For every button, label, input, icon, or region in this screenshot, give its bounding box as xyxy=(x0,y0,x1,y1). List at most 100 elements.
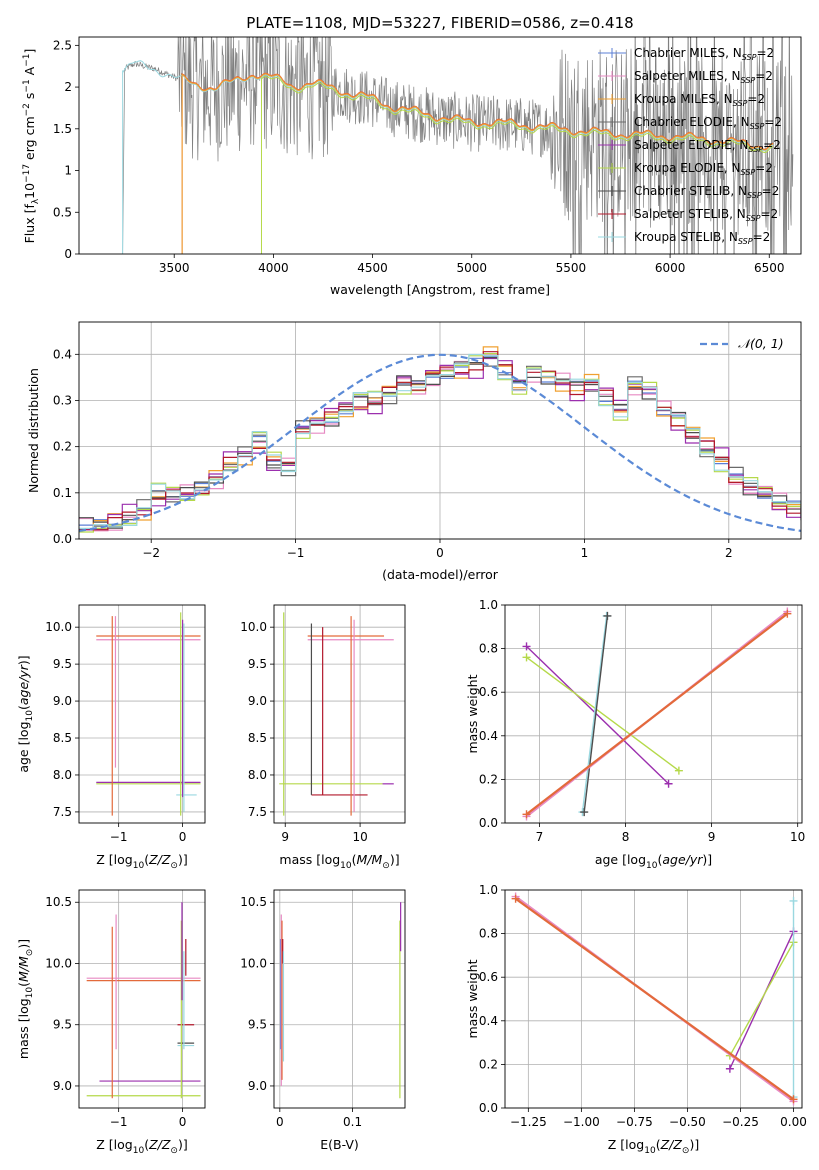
panel-z_mass: −1 0 9.0 9.5 10.0 10.5 xyxy=(45,889,206,1129)
weight-marker xyxy=(725,1064,734,1073)
panel-z_age: −1 0 7.5 8.0 8.5 9.0 9.5 10.0 xyxy=(45,604,206,844)
weight-line-salpeter-elodie xyxy=(526,645,670,785)
y-tick-label: 1.0 xyxy=(479,883,498,897)
model-stelib xyxy=(122,60,774,254)
y-tick-label: 0.2 xyxy=(479,1057,498,1071)
grid-mass_age xyxy=(274,605,405,823)
y-axis-label: mass weight xyxy=(465,959,480,1038)
y-tick-label: 2 xyxy=(64,80,72,94)
plot-area-spectrum xyxy=(122,37,794,254)
hist-chabrier-elodie xyxy=(79,361,801,530)
hist-kroupa-stelib xyxy=(79,353,801,529)
x-tick-label: 5000 xyxy=(456,261,487,275)
weight-marker xyxy=(522,653,531,662)
weight-marker xyxy=(603,611,612,620)
legend-label: Salpeter STELIB, NSSP=2 xyxy=(634,207,778,223)
y-tick-label: 0.0 xyxy=(479,1101,498,1115)
weight-marker xyxy=(511,894,520,903)
x-tick-label: 0 xyxy=(276,1115,284,1129)
legend-label: Salpeter MILES, NSSP=2 xyxy=(634,69,773,85)
weight-marker xyxy=(522,642,531,651)
y-tick-label: 9.0 xyxy=(53,1079,72,1093)
y-tick-label: 0 xyxy=(64,247,72,261)
y-tick-label: 0.4 xyxy=(479,1014,498,1028)
hist-kroupa-miles xyxy=(79,346,801,530)
x-axis-label: wavelength [Angstrom, rest frame] xyxy=(330,282,550,297)
y-tick-label: 10.0 xyxy=(45,620,72,634)
model-miles xyxy=(181,72,774,254)
x-tick-label: 9 xyxy=(708,830,716,844)
frame-mass_age xyxy=(273,604,406,824)
y-axis-label: Normed distribution xyxy=(26,368,41,493)
frame-z_weight xyxy=(504,889,803,1109)
y-tick-label: 9.0 xyxy=(248,1079,267,1093)
legend-label: 𝒩(0, 1) xyxy=(738,336,784,351)
y-tick-label: 0.1 xyxy=(53,486,72,500)
panel-ebv_mass: 0 0.1 9.0 9.5 10.0 10.5 xyxy=(240,889,406,1129)
hist-salpeter-elodie xyxy=(79,357,801,531)
legend-label: Salpeter ELODIE, NSSP=2 xyxy=(634,138,781,154)
x-tick-label: −2 xyxy=(142,546,160,560)
y-tick-label: 8.0 xyxy=(53,768,72,782)
y-axis-label: Flux [fλ10−17 erg cm−2 s−1 A−1] xyxy=(22,49,41,244)
x-tick-label: 0.00 xyxy=(780,1115,807,1129)
x-axis-label: (data-model)/error xyxy=(382,567,499,582)
x-tick-label: 0 xyxy=(436,546,444,560)
y-tick-label: 0.3 xyxy=(53,393,72,407)
y-tick-label: 10.0 xyxy=(240,620,267,634)
ticks-z_age: −1 0 7.5 8.0 8.5 9.0 9.5 10.0 xyxy=(45,620,186,844)
y-tick-label: 1.0 xyxy=(479,598,498,612)
y-tick-label: 9.5 xyxy=(248,657,267,671)
y-tick-label: 1 xyxy=(64,164,72,178)
ticks-spectrum: 3500 4000 4500 5000 5500 6000 6500 0 0.5 1 1.5 2 2.5 xyxy=(53,38,785,275)
x-axis-label: E(B-V) xyxy=(320,1137,359,1152)
y-tick-label: 0.0 xyxy=(479,816,498,830)
plot-area-residuals xyxy=(79,346,801,533)
x-tick-label: 2 xyxy=(725,546,733,560)
chart-title: PLATE=1108, MJD=53227, FIBERID=0586, z=0… xyxy=(246,14,633,32)
y-tick-label: 2.5 xyxy=(53,38,72,52)
y-tick-label: 0.4 xyxy=(479,729,498,743)
ticks-ebv_mass: 0 0.1 9.0 9.5 10.0 10.5 xyxy=(240,895,362,1129)
frame-age_weight xyxy=(504,604,803,824)
y-tick-label: 9.5 xyxy=(248,1018,267,1032)
plot-area-z_weight xyxy=(511,892,798,1106)
x-axis-label: age [log10(age/yr)] xyxy=(595,852,712,871)
y-tick-label: 1.5 xyxy=(53,122,72,136)
y-tick-label: 8.5 xyxy=(53,731,72,745)
legend-residuals: 𝒩(0, 1) xyxy=(700,336,784,351)
panel-spectrum: 3500 4000 4500 5000 5500 6000 6500 0 0.5 1 1.5 2 2.5 xyxy=(53,36,802,275)
ticks-age_weight: 7 8 9 10 0.0 0.2 0.4 0.6 0.8 1.0 xyxy=(479,598,805,844)
weight-line-model-overlay xyxy=(525,612,789,816)
y-tick-label: 9.5 xyxy=(53,657,72,671)
weight-line-kroupa-elodie xyxy=(526,656,680,772)
x-tick-label: 7 xyxy=(536,830,544,844)
weight-marker xyxy=(789,1095,798,1104)
x-tick-label: 5500 xyxy=(556,261,587,275)
legend-label: Kroupa ELODIE, NSSP=2 xyxy=(634,161,773,177)
y-tick-label: 0.8 xyxy=(479,642,498,656)
weight-marker xyxy=(789,896,798,905)
plot-area-mass_age xyxy=(279,612,394,816)
weight-marker xyxy=(522,810,531,819)
legend-label: Kroupa MILES, NSSP=2 xyxy=(634,92,765,108)
x-tick-label: −1 xyxy=(287,546,305,560)
plot-area-z_age xyxy=(96,612,201,816)
frame-z_mass xyxy=(78,889,206,1109)
frame-spectrum xyxy=(78,36,802,255)
legend-label: Chabrier ELODIE, NSSP=2 xyxy=(634,115,782,131)
x-tick-label: 6000 xyxy=(655,261,686,275)
x-tick-label: −1.25 xyxy=(510,1115,547,1129)
frame-z_age xyxy=(78,604,206,824)
plot-area-age_weight xyxy=(522,607,792,821)
hist-salpeter-stelib xyxy=(79,351,801,531)
y-tick-label: 9.0 xyxy=(53,694,72,708)
y-tick-label: 10.5 xyxy=(240,895,267,909)
x-tick-label: −1 xyxy=(110,1115,128,1129)
panel-mass_age: 9 10 7.5 8.0 8.5 9.0 9.5 10.0 xyxy=(240,604,406,844)
y-tick-label: 10.0 xyxy=(45,956,72,970)
x-tick-label: 4000 xyxy=(258,261,289,275)
weight-line-kroupa-elodie xyxy=(729,941,795,1057)
x-axis-label: mass [log10(M/M⊙)] xyxy=(279,852,399,871)
